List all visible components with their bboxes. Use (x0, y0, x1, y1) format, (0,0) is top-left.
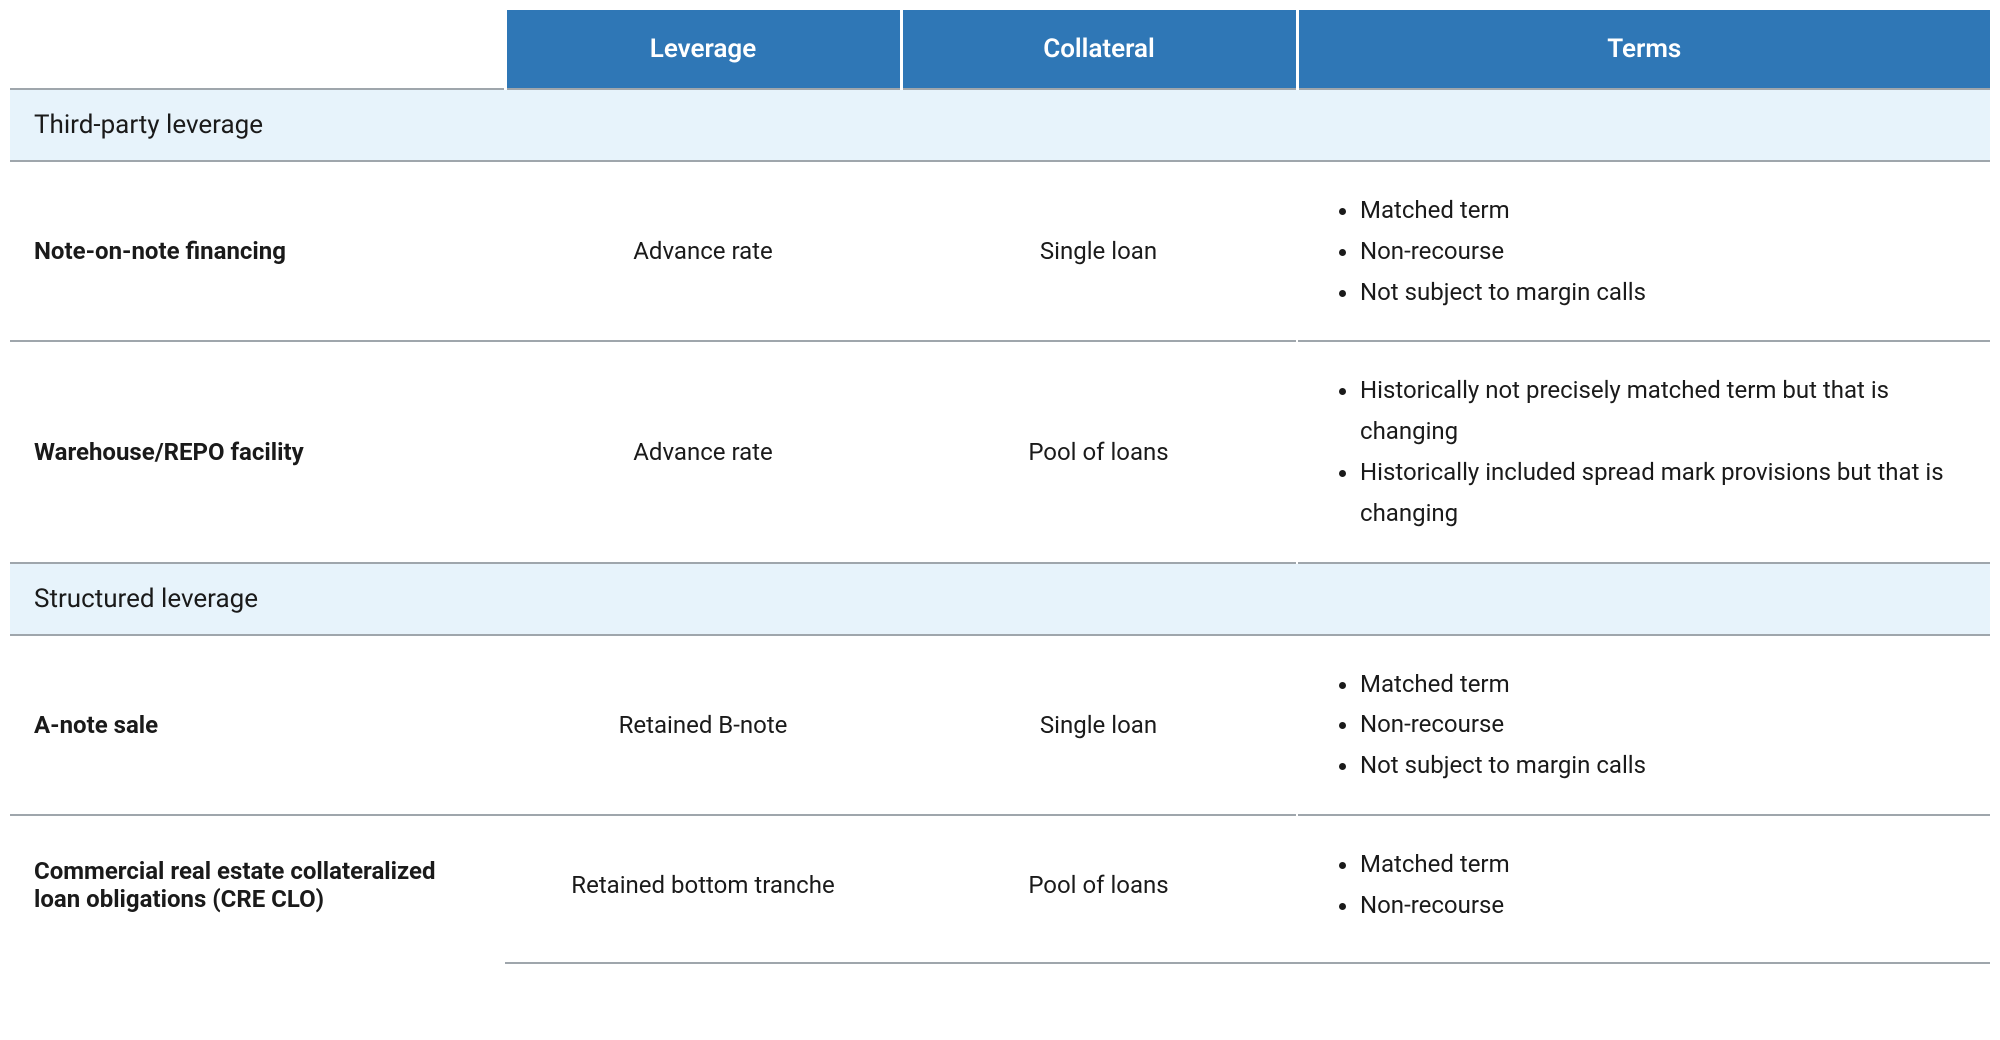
row-terms: Matched termNon-recourseNot subject to m… (1297, 161, 1990, 341)
terms-item: Historically included spread mark provis… (1360, 452, 1966, 534)
terms-item: Non-recourse (1360, 231, 1966, 272)
row-leverage: Advance rate (505, 341, 901, 562)
row-terms: Matched termNon-recourse (1297, 815, 1990, 954)
terms-item: Non-recourse (1360, 885, 1966, 926)
terms-list: Matched termNon-recourseNot subject to m… (1328, 190, 1966, 312)
row-name: Warehouse/REPO facility (10, 341, 505, 562)
terms-item: Matched term (1360, 190, 1966, 231)
terms-list: Matched termNon-recourse (1328, 844, 1966, 926)
header-terms: Terms (1297, 10, 1990, 89)
header-collateral: Collateral (901, 10, 1297, 89)
leverage-table: Leverage Collateral Terms Third-party le… (10, 10, 1990, 954)
terms-list: Historically not precisely matched term … (1328, 370, 1966, 533)
terms-item: Matched term (1360, 844, 1966, 885)
leverage-table-container: Leverage Collateral Terms Third-party le… (10, 10, 1990, 964)
row-leverage: Retained bottom tranche (505, 815, 901, 954)
row-terms: Historically not precisely matched term … (1297, 341, 1990, 562)
terms-item: Matched term (1360, 664, 1966, 705)
table-row: A-note saleRetained B-noteSingle loan Mat… (10, 635, 1990, 815)
section-title: Third-party leverage (10, 89, 1990, 161)
row-collateral: Pool of loans (901, 341, 1297, 562)
row-terms: Matched termNon-recourseNot subject to m… (1297, 635, 1990, 815)
row-leverage: Retained B-note (505, 635, 901, 815)
table-row: Note-on-note financingAdvance rateSingle… (10, 161, 1990, 341)
table-row: Commercial real estate collateralized lo… (10, 815, 1990, 954)
row-name: Note-on-note financing (10, 161, 505, 341)
table-body: Third-party leverageNote-on-note financi… (10, 89, 1990, 954)
terms-list: Matched termNon-recourseNot subject to m… (1328, 664, 1966, 786)
row-name: Commercial real estate collateralized lo… (10, 815, 505, 954)
row-collateral: Single loan (901, 161, 1297, 341)
table-header-row: Leverage Collateral Terms (10, 10, 1990, 89)
bottom-rule (505, 962, 1990, 964)
row-name: A-note sale (10, 635, 505, 815)
row-collateral: Single loan (901, 635, 1297, 815)
section-row: Structured leverage (10, 563, 1990, 635)
row-leverage: Advance rate (505, 161, 901, 341)
table-row: Warehouse/REPO facilityAdvance ratePool … (10, 341, 1990, 562)
section-row: Third-party leverage (10, 89, 1990, 161)
terms-item: Not subject to margin calls (1360, 272, 1966, 313)
terms-item: Historically not precisely matched term … (1360, 370, 1966, 452)
header-leverage: Leverage (505, 10, 901, 89)
terms-item: Non-recourse (1360, 704, 1966, 745)
row-collateral: Pool of loans (901, 815, 1297, 954)
terms-item: Not subject to margin calls (1360, 745, 1966, 786)
blank-header-cell (10, 10, 505, 89)
section-title: Structured leverage (10, 563, 1990, 635)
